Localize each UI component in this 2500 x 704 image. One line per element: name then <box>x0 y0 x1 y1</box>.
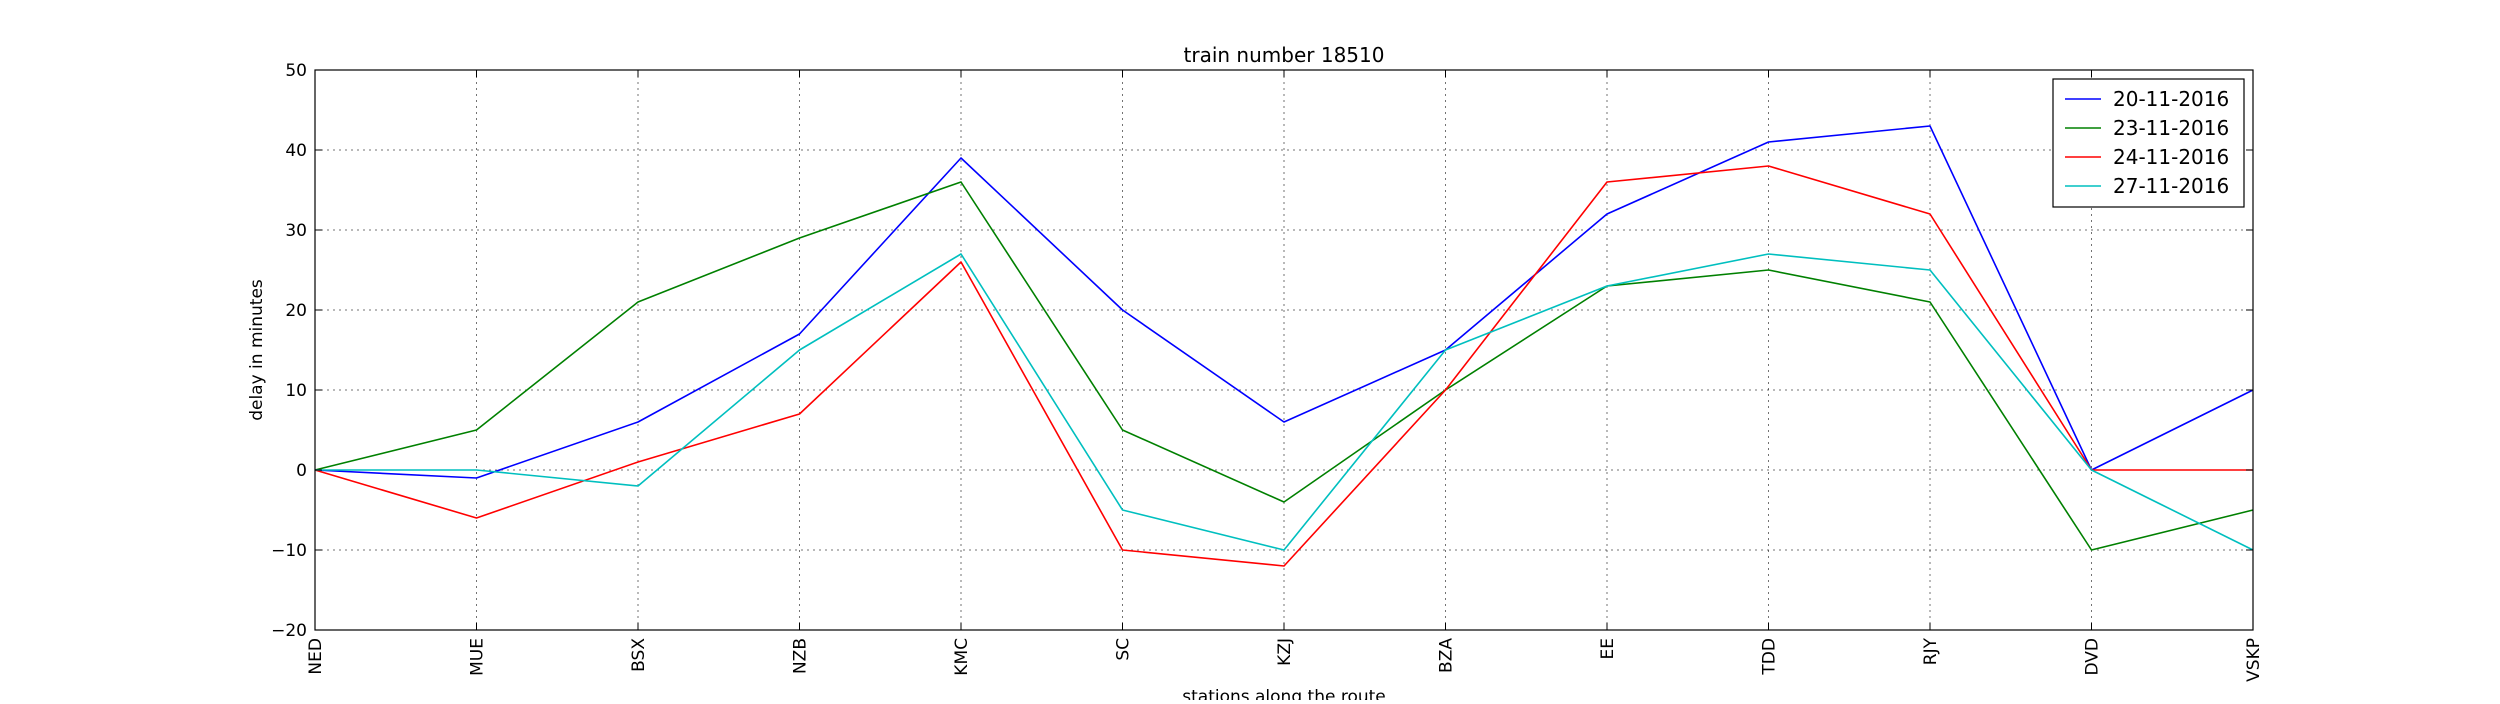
y-axis-ticks: −20 −10 0 10 20 30 40 50 <box>271 61 2253 641</box>
x-tick-label: NZB <box>791 638 811 674</box>
x-tick-label: BZA <box>1437 638 1457 673</box>
y-tick-label: 20 <box>285 301 307 321</box>
x-tick-label: BSX <box>629 638 649 672</box>
legend: 20-11-2016 23-11-2016 24-11-2016 27-11-2016 <box>2052 78 2245 208</box>
y-tick-label: −10 <box>271 541 307 561</box>
x-tick-label: DVD <box>2083 638 2103 676</box>
x-tick-label: KMC <box>952 638 972 676</box>
x-tick-label: TDD <box>1760 638 1780 676</box>
x-tick-label: VSKP <box>2244 638 2264 682</box>
series-line-20-11-2016 <box>314 125 2254 479</box>
x-axis-title: stations along the route <box>1182 687 1386 700</box>
legend-label: 27-11-2016 <box>2113 174 2229 198</box>
y-tick-label: 30 <box>285 221 307 241</box>
x-axis-ticks: NED MUE BSX NZB KMC SC KZJ BZA EE TDD RJY DVD VSKP <box>306 70 2264 682</box>
y-axis-title: delay in minutes <box>247 279 267 421</box>
legend-label: 20-11-2016 <box>2113 87 2229 111</box>
y-tick-label: 50 <box>285 61 307 81</box>
y-tick-label: 40 <box>285 141 307 161</box>
y-tick-label: 0 <box>296 461 307 481</box>
legend-label: 24-11-2016 <box>2113 145 2229 169</box>
chart-title: train number 18510 <box>1184 43 1385 67</box>
legend-label: 23-11-2016 <box>2113 116 2229 140</box>
x-tick-label: RJY <box>1921 637 1941 665</box>
x-tick-label: EE <box>1598 638 1618 659</box>
x-tick-label: KZJ <box>1275 638 1295 666</box>
grid <box>315 70 2253 630</box>
x-tick-label: SC <box>1114 638 1134 661</box>
x-tick-label: MUE <box>468 638 488 676</box>
y-tick-label: −20 <box>271 621 307 641</box>
series-line-24-11-2016 <box>314 165 2253 567</box>
series-lines <box>314 125 2254 567</box>
series-line-27-11-2016 <box>315 253 2254 551</box>
y-tick-label: 10 <box>285 381 307 401</box>
series-line-23-11-2016 <box>314 181 2254 551</box>
x-tick-label: NED <box>306 638 326 675</box>
